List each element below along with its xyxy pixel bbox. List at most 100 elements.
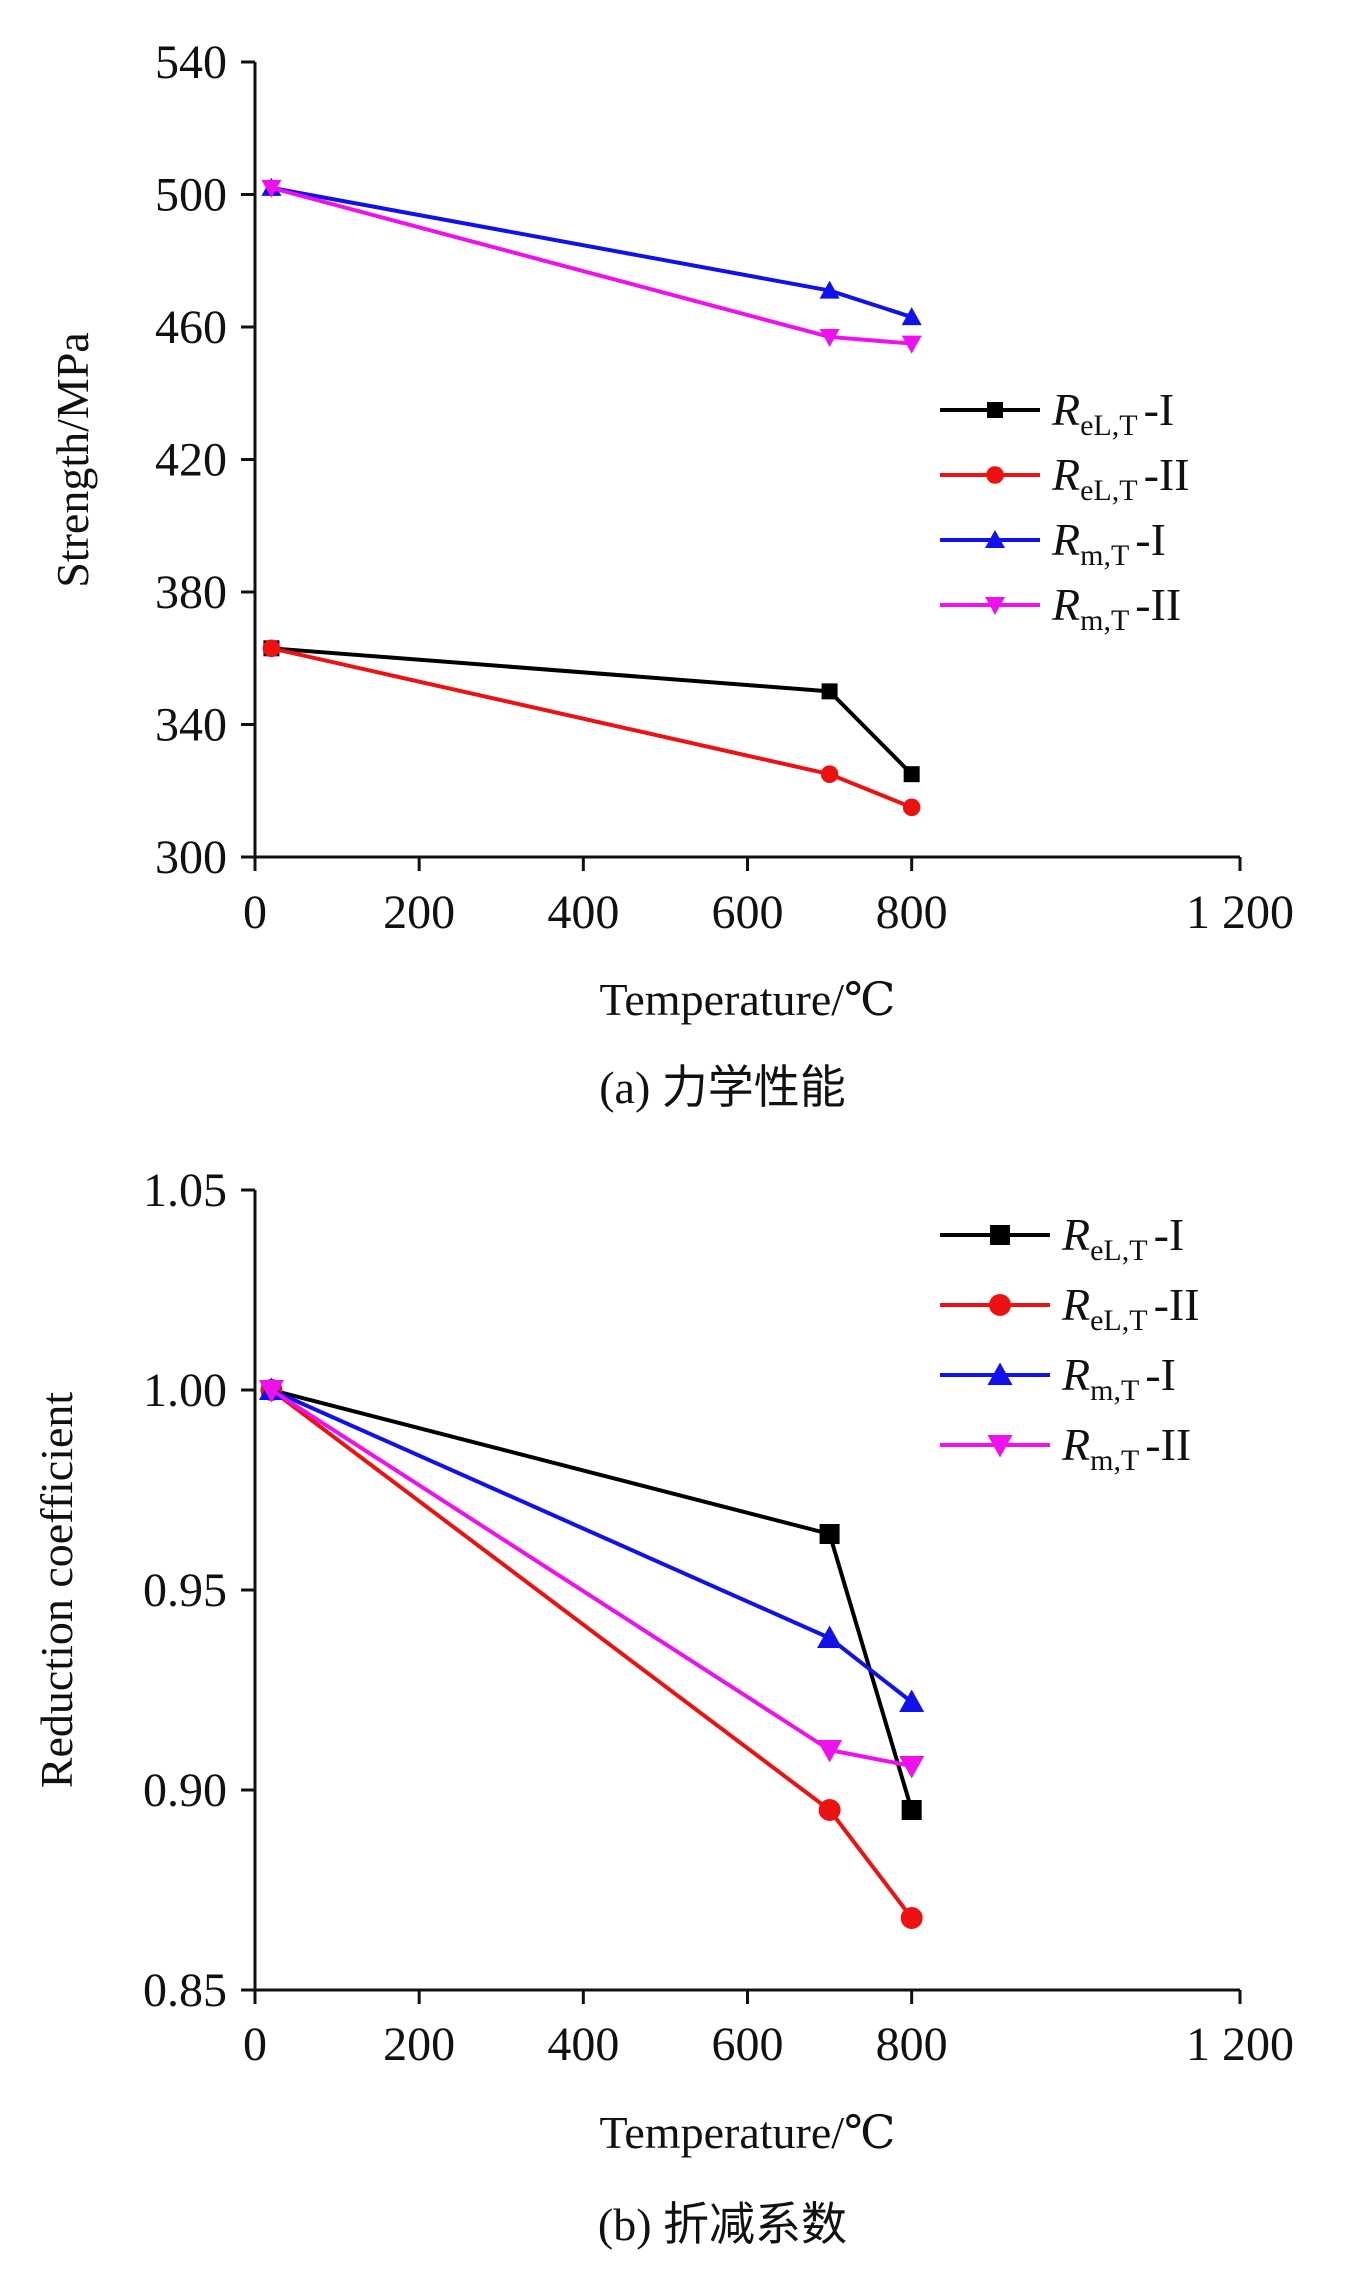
legend-symbol: R [1061,1349,1090,1400]
legend-entry: ReL,T -I [940,1209,1184,1267]
legend-symbol: R [1061,1209,1090,1260]
data-point [262,639,281,658]
chart-b: 0.85 0.90 0.95 1.00 1.05 0 200 400 600 800 1 200 Te… [31,1164,1294,2250]
legend-suffix: -II [1144,449,1190,500]
y-tick-label: 540 [155,36,227,89]
x-axis-label: Temperature/℃ [600,974,896,1025]
series-Rm,T-II [258,1380,925,1779]
data-point [261,179,282,198]
x-tick-label: 200 [383,2018,455,2071]
y-tick-label: 0.85 [143,1964,227,2017]
legend-subscript: m,T [1090,1444,1139,1477]
x-tick-label: 200 [383,886,455,939]
data-point [899,1689,925,1712]
x-tick-label: 800 [876,886,948,939]
chart-caption: (a) 力学性能 [599,1062,846,1113]
legend-subscript: m,T [1080,539,1129,572]
series-Rm,T-II [261,179,922,354]
data-point [819,1524,840,1544]
legend-label: Rm,T -I [1051,514,1166,572]
x-tick-label: 1 200 [1186,2018,1294,2071]
legend-suffix: -II [1145,1419,1191,1470]
series-line [271,646,914,776]
x-tick-label: 0 [243,2018,267,2071]
x-tick-label: 400 [547,886,619,939]
series-line [270,185,912,346]
legend-marker [989,1294,1011,1316]
legend-subscript: eL,T [1080,474,1137,507]
series-ReL,T-II [260,1379,923,1929]
series-ReL,T-I [263,640,920,783]
legend-subscript: eL,T [1090,1234,1147,1267]
y-tick-label: 1.05 [143,1164,227,1217]
x-tick-label: 400 [547,2018,619,2071]
data-point [899,1756,925,1779]
y-tick-label: 340 [155,699,227,752]
legend-suffix: -I [1135,514,1166,565]
legend-symbol: R [1051,449,1080,500]
x-tick-label: 600 [712,2018,784,2071]
legend-symbol: R [1051,514,1080,565]
series-line [270,1388,913,1768]
legend-entry: ReL,T -II [940,1279,1200,1337]
x-axis-label: Temperature/℃ [600,2107,896,2158]
x-tick-label: 800 [876,2018,948,2071]
legend-symbol: R [1051,384,1080,435]
legend-suffix: -I [1145,1349,1176,1400]
legend-label: ReL,T -I [1051,384,1174,442]
y-tick-label: 420 [155,434,227,487]
series-Rm,T-I [258,1377,925,1712]
legend-symbol: R [1061,1419,1090,1470]
legend-entry: Rm,T -I [940,1349,1176,1407]
data-point [901,307,922,326]
legend-marker [985,597,1005,615]
legend-entry: ReL,T -I [940,384,1174,442]
legend-marker [986,466,1004,484]
legend-suffix: -II [1154,1279,1200,1330]
data-point [901,335,922,354]
legend-marker [990,1225,1010,1245]
data-point [821,683,838,700]
legend-suffix: -II [1135,579,1181,630]
series-ReL,T-II [262,639,921,817]
chart-caption: (b) 折减系数 [598,2199,847,2250]
data-point [902,798,921,817]
legend-subscript: eL,T [1080,409,1137,442]
x-tick-label: 0 [243,886,267,939]
y-tick-label: 1.00 [143,1364,227,1417]
data-point [817,1740,843,1763]
y-tick-label: 0.95 [143,1564,227,1617]
legend-entry: ReL,T -II [940,449,1190,507]
series-line [271,185,913,319]
data-point [818,1799,841,1821]
legend-label: Rm,T -I [1061,1349,1176,1407]
y-axis-label: Reduction coefficient [31,1392,82,1789]
legend-marker [987,1435,1013,1458]
legend-symbol: R [1061,1279,1090,1330]
legend-label: ReL,T -II [1051,449,1190,507]
data-point [820,765,839,783]
data-point [903,766,920,783]
y-tick-label: 460 [155,301,227,354]
legend-label: ReL,T -II [1061,1279,1200,1337]
legend-marker [985,530,1005,548]
legend-entry: Rm,T -I [940,514,1166,572]
data-point [901,1800,922,1820]
data-point [258,1380,284,1403]
y-axis-label: Strength/MPa [47,332,98,588]
legend-marker [987,402,1003,418]
x-tick-label: 600 [712,886,784,939]
series-line [270,1388,913,1704]
data-point [819,328,840,347]
legend-label: Rm,T -II [1061,1419,1191,1477]
legend-suffix: -I [1154,1209,1185,1260]
legend-subscript: m,T [1090,1374,1139,1407]
x-tick-label: 1 200 [1186,886,1294,939]
data-point [817,1625,843,1648]
series-line [270,1388,914,1920]
legend-entry: Rm,T -II [940,1419,1191,1477]
legend-subscript: eL,T [1090,1304,1147,1337]
y-tick-label: 500 [155,169,227,222]
